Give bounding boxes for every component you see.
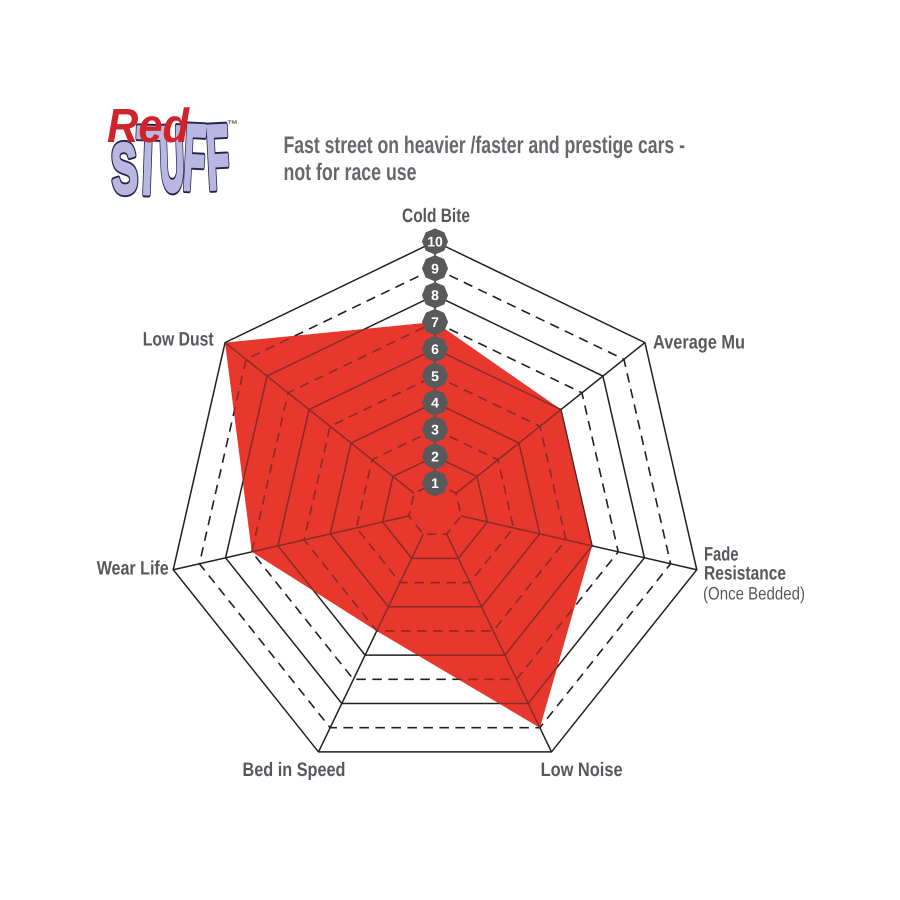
svg-text:7: 7 bbox=[431, 314, 439, 330]
svg-text:10: 10 bbox=[427, 234, 443, 250]
svg-text:T: T bbox=[134, 106, 162, 216]
svg-text:™: ™ bbox=[227, 119, 238, 131]
svg-text:Bed in Speed: Bed in Speed bbox=[243, 759, 346, 781]
svg-text:Fade: Fade bbox=[704, 543, 739, 565]
svg-text:5: 5 bbox=[431, 368, 439, 384]
svg-text:Low Noise: Low Noise bbox=[541, 759, 623, 781]
svg-text:Cold Bite: Cold Bite bbox=[402, 205, 470, 227]
svg-text:1: 1 bbox=[431, 475, 439, 491]
svg-text:Fast street on heavier /faster: Fast street on heavier /faster and prest… bbox=[284, 132, 686, 159]
svg-text:Low Dust: Low Dust bbox=[143, 329, 214, 351]
svg-text:Average Mu: Average Mu bbox=[653, 332, 745, 354]
svg-text:(Once Bedded): (Once Bedded) bbox=[703, 584, 805, 604]
svg-text:Red: Red bbox=[107, 100, 191, 153]
svg-text:8: 8 bbox=[431, 287, 439, 303]
svg-text:F: F bbox=[181, 104, 208, 210]
svg-text:U: U bbox=[158, 107, 187, 212]
svg-text:not for race use: not for race use bbox=[284, 159, 417, 186]
svg-text:4: 4 bbox=[431, 395, 439, 411]
svg-text:6: 6 bbox=[431, 341, 439, 357]
svg-text:S: S bbox=[109, 129, 139, 209]
svg-text:2: 2 bbox=[431, 448, 439, 464]
svg-text:Wear Life: Wear Life bbox=[97, 558, 169, 580]
svg-text:3: 3 bbox=[431, 421, 439, 437]
svg-text:9: 9 bbox=[431, 260, 439, 276]
svg-text:F: F bbox=[204, 106, 232, 209]
svg-text:Resistance: Resistance bbox=[704, 562, 786, 584]
